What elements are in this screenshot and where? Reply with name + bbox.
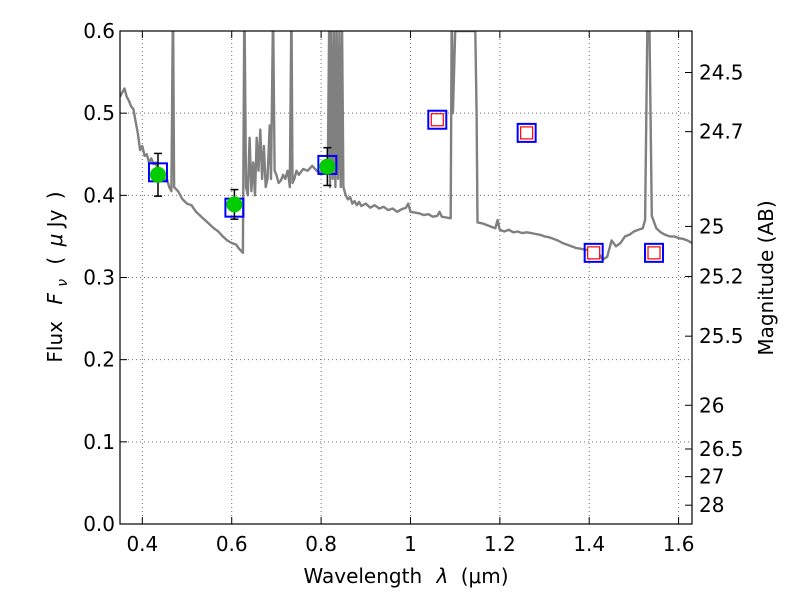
y-tick-label: 0.5: [83, 101, 115, 125]
x-tick-label: 0.6: [216, 532, 248, 556]
y-tick-label: 0.0: [83, 512, 115, 536]
right-tick-label: 25.5: [699, 324, 744, 348]
y-tick-label: 0.1: [83, 430, 115, 454]
right-tick-label: 28: [699, 493, 724, 517]
y-tick-label: 0.2: [83, 348, 115, 372]
right-tick-label: 26.5: [699, 437, 744, 461]
x-axis-title: Wavelength λ (μm): [303, 564, 508, 588]
x-tick-label: 0.4: [126, 532, 158, 556]
right-tick-label: 27: [699, 465, 724, 489]
detected-flux-point: [319, 158, 336, 175]
right-axis-title: Magnitude (AB): [754, 200, 778, 355]
grid-layer: [120, 31, 692, 524]
y-tick-label: 0.6: [83, 19, 115, 43]
x-tick-label: 1.2: [484, 532, 516, 556]
nondetection-marker: [520, 126, 534, 140]
right-tick-label: 24.7: [699, 120, 744, 144]
nondetection-marker: [647, 246, 661, 260]
nondetection-marker: [430, 113, 444, 127]
data-layer: [120, 31, 692, 263]
model-flux-box: [427, 109, 448, 130]
model-flux-box: [583, 242, 604, 263]
x-tick-label: 1: [404, 532, 417, 556]
model-flux-box: [644, 242, 665, 263]
right-tick-label: 25: [699, 214, 724, 238]
x-tick-label: 1.4: [573, 532, 605, 556]
y-axis-title: Flux F ν ( μ Jy ): [43, 191, 72, 362]
y-tick-label: 0.4: [83, 183, 115, 207]
detected-flux-point: [226, 196, 243, 213]
detected-flux-point: [149, 166, 166, 183]
right-tick-label: 24.5: [699, 60, 744, 84]
nondetection-marker: [587, 246, 601, 260]
y-tick-label: 0.3: [83, 266, 115, 290]
x-tick-label: 0.8: [305, 532, 337, 556]
tick-layer: 0.4 0.6 0.8 1 1.2 1.4 1.6 0.0 0.1 0.2 0.3 0.4 0.5 0.6…: [83, 19, 743, 556]
right-tick-label: 26: [699, 393, 724, 417]
x-tick-label: 1.6: [663, 532, 695, 556]
sed-model-line: [120, 31, 692, 261]
model-flux-box: [516, 122, 537, 143]
right-tick-label: 25.2: [699, 264, 744, 288]
plot-frame: [119, 30, 693, 525]
